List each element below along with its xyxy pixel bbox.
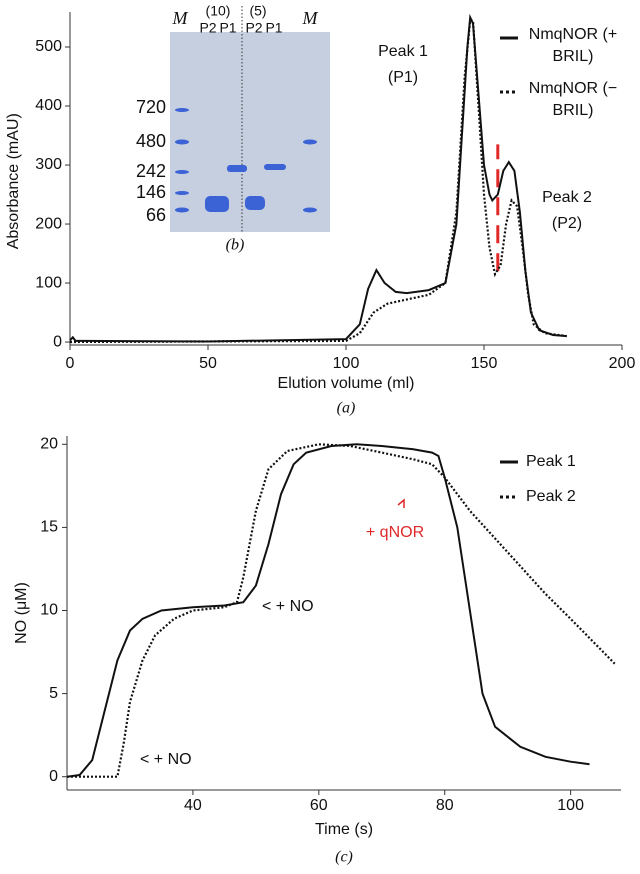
x-tick-label: 50 [199,355,217,372]
band [205,196,229,212]
annotation: Peak 1 [378,43,428,60]
lane-label: P1 [265,20,282,36]
caption: (a) [337,400,356,417]
marker-label: 146 [136,182,166,202]
x-tick-label: 150 [471,355,498,372]
band [227,165,247,172]
gel-bands [175,108,317,213]
gel-image [170,6,330,232]
y-tick-label: 300 [35,156,62,173]
marker-label: 720 [136,97,166,117]
band [264,164,286,170]
annotation: (P1) [388,69,418,86]
y-tick-label: 200 [35,215,62,232]
legend-label: Peak 1 [526,453,576,470]
annotation-arrow [397,498,405,508]
band [303,207,317,213]
y-tick-label: 20 [40,436,58,453]
annotation: < + NO [140,751,192,768]
marker-label: 242 [136,161,166,181]
y-tick-label: 100 [35,274,62,291]
annotation: + qNOR [366,524,424,541]
lane-label: M [302,8,319,28]
y-tick-label: 0 [53,333,62,350]
x-axis-title: Elution volume (ml) [278,375,415,392]
loading-label: (10) [206,3,231,19]
x-tick-label: 200 [609,355,636,372]
band [175,108,189,112]
band [175,207,189,213]
legend-label: NmqNOR (− BRIL) [528,80,618,119]
legend-label: Peak 2 [526,488,576,505]
x-tick-label: 0 [66,355,75,372]
band [175,191,189,195]
lane-label: P2 [199,20,216,36]
line [66,443,590,778]
y-tick-label: 0 [49,768,58,785]
y-axis-title: Absorbance (mAU) [5,113,22,249]
legend-label: NmqNOR (+ BRIL) [528,26,618,65]
x-tick-label: 100 [557,797,584,814]
x-tick-label: 80 [436,797,454,814]
y-tick-label: 15 [40,519,58,536]
lane-label: M [172,8,189,28]
line [67,443,616,778]
annotation: < + NO [262,598,314,615]
loading-label: (5) [249,3,266,19]
band [175,170,189,174]
y-tick-label: 5 [49,685,58,702]
lane-label: P1 [219,20,236,36]
marker-label: 480 [136,131,166,151]
annotation: (P2) [552,215,582,232]
x-tick-label: 100 [333,355,360,372]
marker-label: 66 [146,205,166,225]
x-axis-title: Time (s) [315,821,373,838]
x-tick-label: 40 [184,797,202,814]
caption: (b) [226,237,245,254]
y-tick-label: 400 [35,97,62,114]
y-tick-label: 10 [40,602,58,619]
band [245,196,265,210]
band [303,139,317,145]
caption: (c) [335,849,353,866]
lane-label: P2 [245,20,262,36]
y-tick-label: 500 [35,38,62,55]
annotation: Peak 2 [542,189,592,206]
line [69,19,567,344]
band [175,139,189,145]
x-tick-label: 60 [310,797,328,814]
y-axis-title: NO (μM) [13,582,30,644]
